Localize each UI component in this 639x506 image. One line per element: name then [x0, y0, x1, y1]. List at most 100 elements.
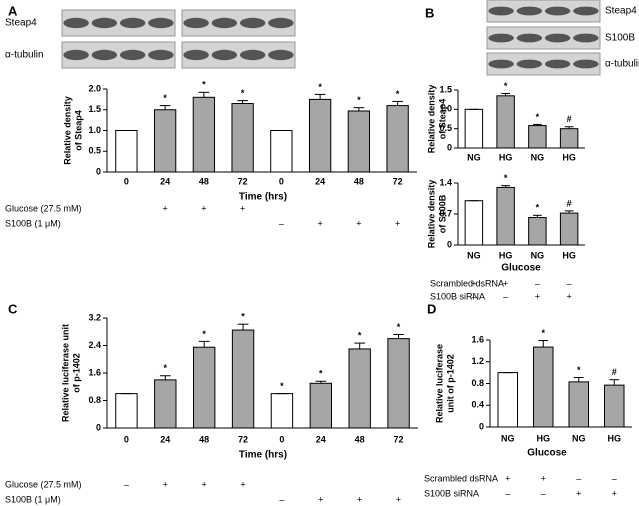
annotation: * [358, 330, 362, 340]
y-axis-label: Relative density [62, 96, 72, 165]
annotation: * [504, 81, 508, 91]
bar [559, 212, 579, 246]
x-tick-label: 24 [160, 434, 170, 444]
y-tick-label: 1.5 [88, 104, 101, 114]
condition-mark: – [279, 218, 284, 228]
bar [270, 130, 293, 173]
x-tick-label: 0 [279, 434, 284, 444]
blot-band [573, 33, 599, 43]
bar [559, 128, 579, 149]
x-tick-label: HG [608, 433, 622, 443]
condition-mark: + [162, 203, 167, 213]
y-axis-label: Relative density [426, 85, 436, 154]
y-tick-label: 0.8 [88, 395, 101, 405]
blot-label: α-tubulin [605, 59, 639, 70]
y-axis-label: of S100B [437, 194, 447, 233]
condition-label: S100B siRNA [424, 488, 479, 498]
bar [603, 384, 625, 428]
blot-image [486, 0, 601, 23]
condition-mark: – [471, 291, 476, 301]
y-tick-label: 1.4 [439, 177, 452, 187]
condition-label: S100B (1 μM) [5, 218, 61, 228]
annotation: # [567, 198, 572, 208]
x-tick-label: 0 [124, 434, 129, 444]
blot-image [486, 52, 601, 76]
blot-band [91, 49, 118, 61]
blot-band [544, 6, 571, 16]
x-tick-label: 24 [160, 176, 170, 186]
annotation: * [536, 112, 540, 122]
bar [386, 105, 409, 173]
x-tick-label: HG [537, 433, 551, 443]
x-tick-label: HG [562, 250, 576, 260]
annotation: * [280, 381, 284, 391]
bar [115, 130, 138, 173]
blot-image [486, 26, 601, 50]
panel-letter: C [8, 301, 18, 316]
bar [231, 329, 255, 429]
y-tick-label: 0 [447, 142, 452, 152]
condition-mark: + [240, 203, 245, 213]
y-tick-label: 1.6 [88, 367, 101, 377]
y-tick-label: 1.6 [471, 334, 484, 344]
blot-band [148, 49, 174, 61]
x-tick-label: 48 [199, 176, 209, 186]
bar [464, 200, 484, 246]
bar [528, 217, 547, 246]
condition-label: Glucose (27.5 mM) [5, 479, 82, 489]
x-tick-label: 0 [279, 176, 284, 186]
condition-mark: + [357, 494, 362, 504]
annotation: * [202, 329, 206, 339]
annotation: * [318, 82, 322, 92]
x-tick-label: 72 [238, 434, 248, 444]
x-tick-label: 48 [355, 434, 365, 444]
y-axis-label: of p-1402 [71, 353, 81, 393]
x-tick-label: 72 [394, 434, 404, 444]
bar [387, 338, 410, 429]
blot-band [544, 59, 571, 69]
blot-label: S100B [605, 33, 635, 44]
y-tick-label: 0.4 [471, 400, 484, 410]
blot-band [119, 49, 146, 61]
annotation: * [536, 203, 540, 213]
blot-band [183, 49, 209, 61]
bar [568, 381, 590, 428]
condition-mark: + [566, 291, 571, 301]
condition-mark: – [576, 473, 581, 483]
condition-mark: + [541, 473, 546, 483]
blot-band [488, 6, 514, 16]
condition-mark: + [471, 278, 476, 288]
annotation: * [164, 363, 168, 373]
y-axis-label: Relative density [426, 180, 436, 249]
blot-band [211, 49, 238, 61]
annotation: * [357, 95, 361, 105]
bar [464, 108, 484, 149]
condition-mark: + [317, 218, 322, 228]
x-tick-label: HG [499, 152, 513, 162]
y-tick-label: 1.0 [88, 125, 101, 135]
y-tick-label: 2.0 [88, 83, 101, 93]
blot-band [488, 33, 514, 43]
condition-label: S100B siRNA [430, 291, 485, 301]
x-tick-label: NG [572, 433, 586, 443]
x-axis-label: Time (hrs) [239, 450, 287, 461]
blot-band [573, 6, 599, 16]
y-tick-label: 0 [96, 422, 101, 432]
annotation: * [541, 328, 545, 338]
annotation: * [202, 80, 206, 90]
bar [496, 186, 515, 246]
bar [496, 95, 515, 149]
bar [309, 382, 333, 429]
condition-mark: – [567, 278, 572, 288]
x-tick-label: 48 [199, 434, 209, 444]
blot-band [268, 49, 294, 61]
blot-band [516, 33, 543, 43]
blot-band [148, 17, 174, 29]
annotation: # [567, 114, 572, 124]
bar [348, 348, 371, 429]
y-tick-label: 2.4 [88, 340, 101, 350]
y-tick-label: 0.5 [88, 146, 101, 156]
condition-mark: + [503, 278, 508, 288]
x-axis-label: Time (hrs) [239, 192, 287, 203]
